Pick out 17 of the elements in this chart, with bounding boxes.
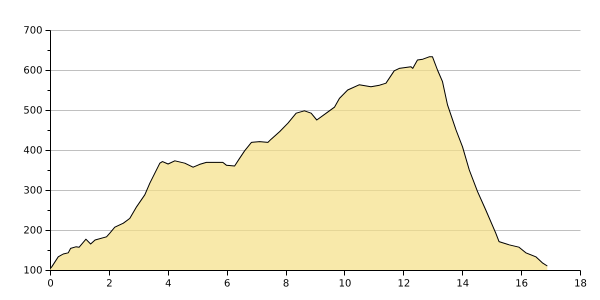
x-tick-label: 18 — [574, 278, 587, 290]
y-tick-label: 600 — [23, 66, 42, 76]
y-tick-label: 500 — [23, 106, 42, 116]
x-tick-label: 0 — [47, 278, 54, 290]
y-tick-label: 200 — [23, 226, 42, 236]
x-tick-label: 4 — [165, 278, 172, 290]
x-tick-label: 6 — [224, 278, 230, 290]
x-tick-label: 16 — [515, 278, 528, 290]
x-tick-label: 8 — [282, 278, 290, 290]
x-tick-label: 10 — [338, 278, 352, 290]
y-tick-label: 700 — [23, 26, 42, 36]
y-tick-label: 300 — [23, 186, 42, 196]
y-tick-label: 400 — [23, 146, 42, 156]
x-tick-label: 2 — [106, 278, 113, 290]
x-tick-label: 14 — [456, 278, 470, 290]
x-tick-label: 12 — [397, 278, 410, 290]
y-tick-label: 100 — [23, 266, 42, 276]
